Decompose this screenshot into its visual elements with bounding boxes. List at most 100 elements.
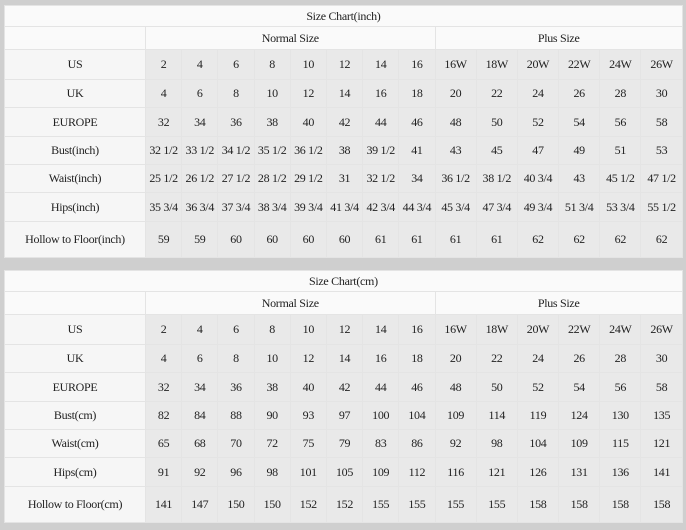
size-cell: 60: [217, 221, 255, 258]
size-cell: 90: [253, 401, 291, 430]
size-cell: 50: [475, 372, 518, 402]
row-label: UK: [4, 344, 146, 373]
size-cell: 155: [434, 486, 477, 523]
size-cell: 47 3/4: [475, 192, 518, 222]
size-cell: 32: [144, 372, 183, 402]
row-label: US: [4, 314, 146, 345]
size-cell: 36: [217, 107, 255, 137]
size-cell: 26W: [640, 49, 683, 80]
row-label: Bust(inch): [4, 136, 146, 165]
size-cell: 104: [516, 429, 560, 458]
size-cell: 61: [398, 221, 436, 258]
size-cell: 8: [253, 49, 291, 80]
size-cell: 70: [217, 429, 255, 458]
size-cell: 50: [475, 107, 518, 137]
size-cell: 35 1/2: [253, 136, 291, 165]
size-cell: 48: [434, 372, 477, 402]
plus-size-header: Plus Size: [434, 26, 683, 50]
size-cell: 36 1/2: [289, 136, 327, 165]
size-cell: 38: [253, 372, 291, 402]
size-cell: 86: [398, 429, 436, 458]
size-cell: 98: [253, 457, 291, 487]
size-cell: 26: [558, 344, 601, 373]
table-row: Waist(cm) 65 68 70 72 75 79 83 86 92 98 104 109 115 12…: [4, 429, 683, 458]
table-row: US 2 4 6 8 10 12 14 16 16W 18W 20W 22W 24W 26W: [4, 49, 683, 80]
size-cell: 109: [362, 457, 400, 487]
size-cell: 28: [599, 79, 642, 108]
table-row: EUROPE 32 34 36 38 40 42 44 46 48 50 52 54 56 58: [4, 372, 683, 402]
row-label: Hollow to Floor(inch): [4, 221, 146, 258]
table-row: Hips(inch) 35 3/4 36 3/4 37 3/4 38 3/4 39 3/4…: [4, 192, 683, 222]
size-cell: 158: [640, 486, 683, 523]
size-cell: 35 3/4: [144, 192, 183, 222]
size-cell: 42: [325, 107, 364, 137]
normal-size-header: Normal Size: [145, 26, 436, 50]
size-cell: 131: [558, 457, 601, 487]
size-cell: 47: [516, 136, 560, 165]
size-cell: 44: [362, 372, 400, 402]
size-cell: 12: [325, 314, 364, 345]
size-cell: 130: [599, 401, 642, 430]
size-cell: 52: [516, 372, 560, 402]
size-cell: 26 1/2: [181, 164, 219, 193]
size-cell: 93: [289, 401, 327, 430]
size-cell: 135: [640, 401, 683, 430]
size-cell: 33 1/2: [181, 136, 219, 165]
size-cell: 150: [217, 486, 255, 523]
size-cell: 28 1/2: [253, 164, 291, 193]
table-row: Hollow to Floor(inch) 59 59 60 60 60 60 61 61 61 6…: [4, 221, 683, 258]
size-cell: 4: [144, 79, 183, 108]
size-cell: 39 1/2: [362, 136, 400, 165]
size-cell: 100: [362, 401, 400, 430]
size-cell: 141: [640, 457, 683, 487]
size-chart-inch: Size Chart(inch) Normal Size Plus Size US…: [4, 5, 683, 258]
size-cell: 158: [599, 486, 642, 523]
size-cell: 49: [558, 136, 601, 165]
row-label: Bust(cm): [4, 401, 146, 430]
size-cell: 53: [640, 136, 683, 165]
table-row: US 2 4 6 8 10 12 14 16 16W 18W 20W 22W 24W 26W: [4, 314, 683, 345]
size-cell: 68: [181, 429, 219, 458]
size-cell: 155: [398, 486, 436, 523]
size-cell: 10: [289, 49, 327, 80]
row-label: US: [4, 49, 146, 80]
size-cell: 10: [253, 79, 291, 108]
size-cell: 2: [144, 314, 183, 345]
size-cell: 24: [516, 344, 560, 373]
size-cell: 36 3/4: [181, 192, 219, 222]
size-cell: 40 3/4: [516, 164, 560, 193]
size-cell: 38 3/4: [253, 192, 291, 222]
size-cell: 12: [289, 79, 327, 108]
size-cell: 31: [325, 164, 364, 193]
size-cell: 14: [325, 79, 364, 108]
size-cell: 4: [181, 314, 219, 345]
size-cell: 18W: [475, 314, 518, 345]
size-cell: 24W: [599, 314, 642, 345]
size-cell: 4: [181, 49, 219, 80]
size-chart-cm: Size Chart(cm) Normal Size Plus Size US 2 4…: [4, 270, 683, 523]
row-label: Waist(inch): [4, 164, 146, 193]
table-row: Hollow to Floor(cm) 141 147 150 150 152 152 155…: [4, 486, 683, 523]
table-row: Bust(inch) 32 1/2 33 1/2 34 1/2 35 1/2 36 1/2…: [4, 136, 683, 165]
size-cell: 58: [640, 107, 683, 137]
size-cell: 34 1/2: [217, 136, 255, 165]
size-cell: 38: [325, 136, 364, 165]
size-cell: 124: [558, 401, 601, 430]
size-cell: 47 1/2: [640, 164, 683, 193]
size-cell: 92: [181, 457, 219, 487]
size-cell: 36 1/2: [434, 164, 477, 193]
size-cell: 12: [325, 49, 364, 80]
corner-cell: [4, 291, 146, 315]
size-cell: 16: [398, 49, 436, 80]
size-cell: 18: [398, 344, 436, 373]
size-cell: 152: [325, 486, 364, 523]
size-cell: 97: [325, 401, 364, 430]
size-cell: 158: [516, 486, 560, 523]
size-cell: 65: [144, 429, 183, 458]
table-row: UK 4 6 8 10 12 14 16 18 20 22 24 26 28 30: [4, 344, 683, 373]
size-cell: 48: [434, 107, 477, 137]
size-cell: 12: [289, 344, 327, 373]
corner-cell: [4, 26, 146, 50]
size-cell: 101: [289, 457, 327, 487]
size-cell: 54: [558, 372, 601, 402]
